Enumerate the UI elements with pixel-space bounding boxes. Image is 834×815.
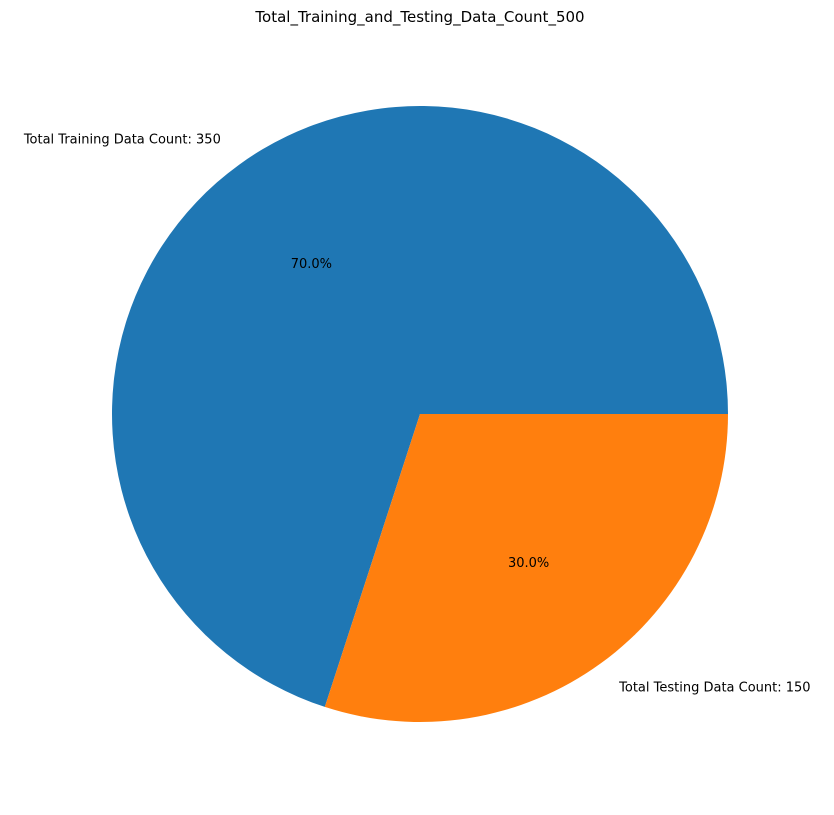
slice-label-1: Total Testing Data Count: 150 — [618, 681, 810, 696]
pie-slice-0 — [111, 105, 729, 707]
slice-percent-1: 30.0% — [508, 556, 549, 571]
pie-slices — [111, 105, 729, 723]
slice-label-0: Total Training Data Count: 350 — [23, 132, 221, 147]
chart-title: Total_Training_and_Testing_Data_Count_50… — [254, 8, 584, 27]
pie-labels: Total Training Data Count: 350 70.0% Total… — [23, 132, 811, 695]
slice-percent-0: 70.0% — [291, 257, 332, 272]
pie-slice-1 — [324, 414, 728, 723]
